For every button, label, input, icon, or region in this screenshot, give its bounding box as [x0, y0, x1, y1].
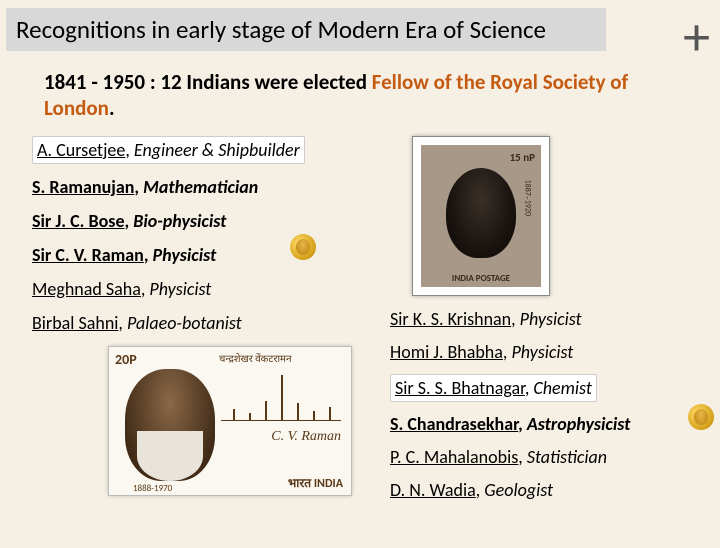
person-role: Engineer & Shipbuilder — [134, 139, 300, 161]
nobel-medal-icon — [688, 404, 714, 430]
person-role: Geologist — [484, 479, 553, 501]
stamp1-portrait — [446, 168, 516, 258]
person-name: Meghnad Saha — [32, 278, 141, 300]
left-list: A. Cursetjee, Engineer & Shipbuilder S. R… — [32, 136, 372, 346]
person-name: Homi J. Bhabha — [390, 341, 503, 363]
stamp2-denomination: 20P — [115, 351, 137, 368]
stamp1-caption: INDIA POSTAGE — [421, 273, 541, 284]
person-name: S. Chandrasekhar — [390, 413, 518, 435]
person-role: Bio-physicist — [133, 210, 226, 232]
person-item: Sir K. S. Krishnan, Physicist — [390, 308, 710, 330]
subtitle-suffix: . — [109, 95, 115, 121]
person-role: Mathematician — [143, 176, 258, 198]
person-item: Meghnad Saha, Physicist — [32, 278, 372, 300]
person-item: S. Chandrasekhar, Astrophysicist — [390, 413, 710, 435]
person-item: Homi J. Bhabha, Physicist — [390, 341, 710, 363]
subtitle-prefix: 1841 - 1950 : 12 Indians were elected — [44, 69, 372, 95]
person-name: A. Cursetjee — [37, 139, 125, 161]
person-role: Physicist — [153, 244, 217, 266]
right-list: Sir K. S. Krishnan, Physicist Homi J. Bha… — [390, 308, 710, 512]
person-item: Birbal Sahni, Palaeo-botanist — [32, 312, 372, 334]
person-role: Physicist — [149, 278, 211, 300]
stamp-ramanujan: 15 nP INDIA POSTAGE 1887–1920 — [412, 136, 550, 296]
person-role: Physicist — [520, 308, 582, 330]
person-role: Physicist — [511, 341, 573, 363]
stamp1-denomination: 15 nP — [510, 151, 535, 164]
stamp1-years: 1887–1920 — [522, 179, 532, 215]
plus-icon: + — [683, 10, 710, 64]
person-name: P. C. Mahalanobis — [390, 446, 518, 468]
person-item: P. C. Mahalanobis, Statistician — [390, 446, 710, 468]
person-name: Birbal Sahni — [32, 312, 118, 334]
person-name: S. Ramanujan — [32, 176, 134, 198]
person-role: Statistician — [527, 446, 607, 468]
stamp2-beard — [137, 431, 203, 481]
person-item: A. Cursetjee, Engineer & Shipbuilder — [32, 136, 305, 164]
person-role: Palaeo-botanist — [127, 312, 242, 334]
person-item: Sir J. C. Bose, Bio-physicist — [32, 210, 372, 232]
person-role: Chemist — [533, 377, 591, 399]
subtitle: 1841 - 1950 : 12 Indians were elected Fe… — [44, 69, 664, 122]
person-name: Sir J. C. Bose — [32, 210, 125, 232]
person-name: Sir C. V. Raman — [32, 244, 144, 266]
person-role: Astrophysicist — [527, 413, 630, 435]
title-bar: Recognitions in early stage of Modern Er… — [6, 8, 606, 51]
page-title: Recognitions in early stage of Modern Er… — [16, 14, 546, 45]
stamp2-years: 1888-1970 — [133, 483, 172, 494]
stamp2-signature: C. V. Raman — [271, 429, 341, 445]
person-item: S. Ramanujan, Mathematician — [32, 176, 372, 198]
nobel-medal-icon — [290, 234, 316, 260]
stamp-ramanujan-bg: 15 nP INDIA POSTAGE 1887–1920 — [421, 145, 541, 287]
person-name: Sir S. S. Bhatnagar — [395, 377, 525, 399]
person-name: Sir K. S. Krishnan — [390, 308, 511, 330]
person-item: D. N. Wadia, Geologist — [390, 479, 710, 501]
stamp2-india: भारत INDIA — [288, 474, 343, 491]
person-item: Sir C. V. Raman, Physicist — [32, 244, 372, 266]
stamp-raman: 20P चन्द्रशेखर वेंकटरामन C. V. Raman भार… — [108, 346, 352, 496]
stamp2-spectrum — [221, 371, 341, 421]
person-item: Sir S. S. Bhatnagar, Chemist — [390, 374, 597, 402]
stamp2-hindi: चन्द्रशेखर वेंकटरामन — [219, 351, 292, 365]
person-name: D. N. Wadia — [390, 479, 476, 501]
